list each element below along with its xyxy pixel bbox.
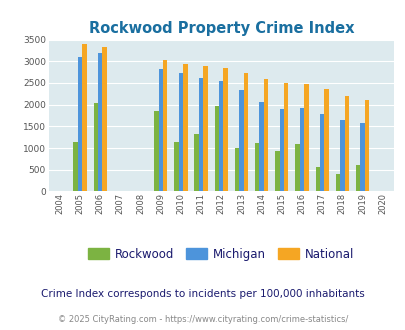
Bar [194, 134, 198, 191]
Text: Crime Index corresponds to incidents per 100,000 inhabitants: Crime Index corresponds to incidents per… [41, 289, 364, 299]
Bar [284, 83, 288, 191]
Bar [335, 174, 339, 191]
Title: Rockwood Property Crime Index: Rockwood Property Crime Index [88, 21, 353, 36]
Bar [243, 74, 247, 191]
Legend: Rockwood, Michigan, National: Rockwood, Michigan, National [83, 243, 358, 265]
Bar [73, 142, 78, 191]
Bar [178, 74, 183, 191]
Bar [324, 89, 328, 191]
Bar [275, 151, 279, 191]
Text: © 2025 CityRating.com - https://www.cityrating.com/crime-statistics/: © 2025 CityRating.com - https://www.city… [58, 315, 347, 324]
Bar [339, 120, 344, 191]
Bar [299, 108, 303, 191]
Bar [214, 106, 219, 191]
Bar [319, 114, 324, 191]
Bar [93, 103, 98, 191]
Bar [162, 59, 167, 191]
Bar [153, 111, 158, 191]
Bar [98, 52, 102, 191]
Bar [183, 64, 187, 191]
Bar [234, 148, 239, 191]
Bar [223, 68, 227, 191]
Bar [279, 109, 283, 191]
Bar [219, 81, 223, 191]
Bar [78, 57, 82, 191]
Bar [364, 100, 368, 191]
Bar [174, 142, 178, 191]
Bar [259, 103, 263, 191]
Bar [355, 165, 359, 191]
Bar [254, 143, 259, 191]
Bar [359, 123, 364, 191]
Bar [203, 66, 207, 191]
Bar [82, 44, 86, 191]
Bar [294, 144, 299, 191]
Bar [198, 78, 203, 191]
Bar [344, 96, 348, 191]
Bar [239, 90, 243, 191]
Bar [158, 69, 162, 191]
Bar [102, 47, 107, 191]
Bar [315, 167, 319, 191]
Bar [303, 84, 308, 191]
Bar [263, 79, 268, 191]
